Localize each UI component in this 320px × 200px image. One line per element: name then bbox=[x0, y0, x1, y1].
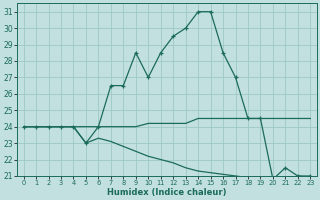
X-axis label: Humidex (Indice chaleur): Humidex (Indice chaleur) bbox=[107, 188, 227, 197]
